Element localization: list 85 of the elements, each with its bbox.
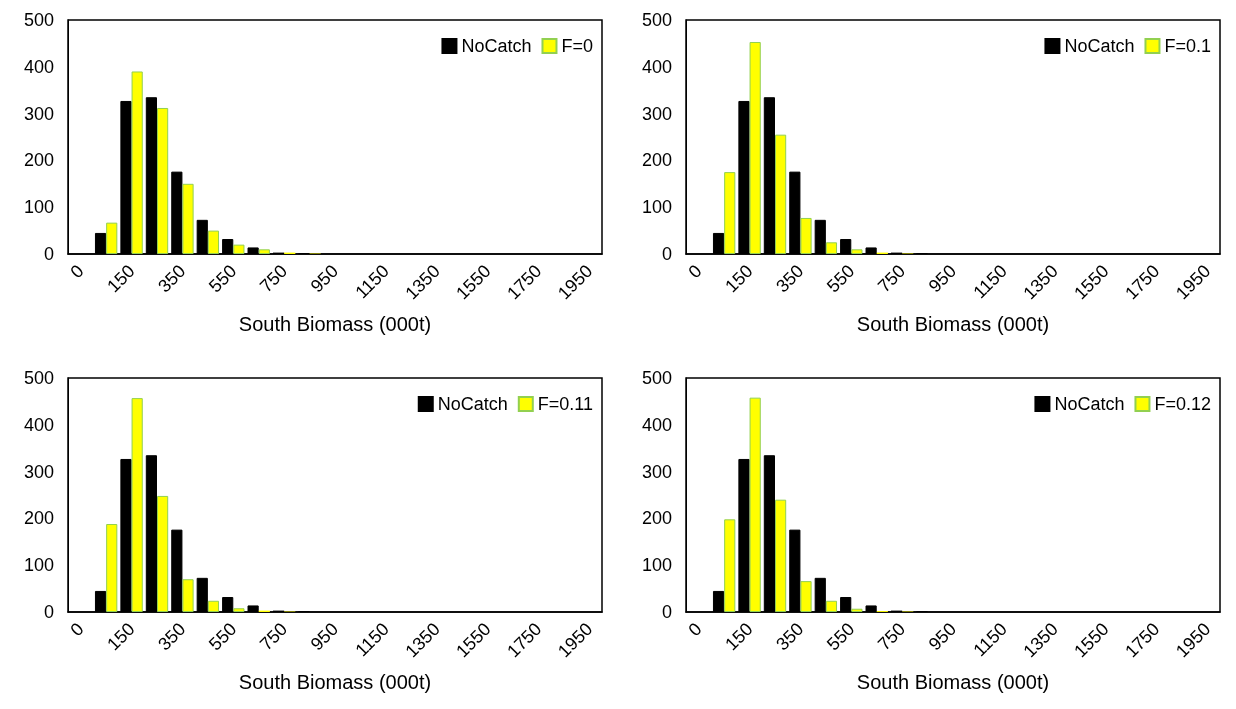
bar xyxy=(157,495,169,612)
y-tick-label: 200 xyxy=(641,508,672,529)
y-tick-label: 500 xyxy=(641,10,672,30)
bar xyxy=(182,579,194,612)
x-tick-label: 350 xyxy=(154,618,190,655)
x-axis-title: South Biomass (000t) xyxy=(238,671,432,693)
x-tick-label: 350 xyxy=(772,618,808,655)
bar xyxy=(131,71,143,254)
y-tick-label: 100 xyxy=(23,197,54,218)
legend-label: NoCatch xyxy=(461,36,532,56)
y-tick-label: 300 xyxy=(23,103,54,124)
x-tick-label: 0 xyxy=(66,618,88,641)
y-tick-label: 500 xyxy=(23,10,54,30)
legend-label: NoCatch xyxy=(1064,36,1135,56)
legend-label: F=0.11 xyxy=(537,394,594,414)
bar xyxy=(800,217,812,254)
y-tick-label: 200 xyxy=(641,150,672,171)
legend-label: F=0 xyxy=(561,36,594,56)
bar xyxy=(749,42,761,254)
bar xyxy=(825,600,838,612)
legend-label: F=0.12 xyxy=(1154,394,1212,414)
x-tick-label: 150 xyxy=(721,618,757,655)
y-tick-label: 200 xyxy=(23,150,54,171)
x-tick-label: 750 xyxy=(255,618,292,655)
x-tick-label: 950 xyxy=(924,618,961,655)
x-tick-label: 750 xyxy=(255,260,292,297)
x-tick-label: 150 xyxy=(103,618,139,655)
x-tick-label: 150 xyxy=(721,260,757,297)
bar xyxy=(825,242,838,254)
x-tick-label: 750 xyxy=(873,618,910,655)
y-tick-label: 100 xyxy=(23,555,54,576)
y-tick-label: 500 xyxy=(641,368,672,388)
bar xyxy=(775,134,787,254)
x-axis-title: South Biomass (000t) xyxy=(238,313,432,335)
x-tick-label: 150 xyxy=(103,260,139,297)
bar xyxy=(106,524,118,612)
bar xyxy=(258,249,270,254)
y-tick-label: 0 xyxy=(43,244,54,264)
bar xyxy=(775,499,787,612)
legend-label: F=0.1 xyxy=(1164,36,1211,56)
x-axis-title: South Biomass (000t) xyxy=(856,671,1050,693)
bar xyxy=(207,230,220,254)
x-tick-label: 550 xyxy=(204,260,241,297)
y-tick-label: 100 xyxy=(641,555,672,576)
bar xyxy=(182,183,194,254)
bar xyxy=(106,222,118,254)
x-tick-label: 350 xyxy=(154,260,190,297)
bar xyxy=(724,172,736,254)
y-tick-label: 300 xyxy=(641,103,672,124)
y-tick-label: 0 xyxy=(661,602,672,622)
y-tick-label: 100 xyxy=(641,197,672,218)
y-tick-label: 300 xyxy=(23,461,54,482)
x-axis-title: South Biomass (000t) xyxy=(856,313,1050,335)
y-tick-label: 400 xyxy=(641,56,672,77)
bar xyxy=(233,608,245,612)
bar xyxy=(207,600,220,612)
x-tick-label: 550 xyxy=(204,618,241,655)
x-tick-label: 350 xyxy=(772,260,808,297)
y-tick-label: 400 xyxy=(23,56,54,77)
x-tick-label: 950 xyxy=(306,260,343,297)
y-tick-label: 0 xyxy=(661,244,672,264)
bar xyxy=(800,581,812,612)
y-tick-label: 400 xyxy=(23,414,54,435)
x-tick-label: 950 xyxy=(306,618,343,655)
y-tick-label: 500 xyxy=(23,368,54,388)
x-tick-label: 550 xyxy=(822,618,859,655)
x-tick-label: 550 xyxy=(822,260,859,297)
x-tick-label: 950 xyxy=(924,260,961,297)
bar xyxy=(233,244,245,254)
legend-label: NoCatch xyxy=(1054,394,1125,414)
y-tick-label: 200 xyxy=(23,508,54,529)
bar xyxy=(851,608,863,612)
bar xyxy=(131,398,143,612)
y-tick-label: 400 xyxy=(641,414,672,435)
legend-label: NoCatch xyxy=(437,394,508,414)
bar xyxy=(724,519,736,612)
bar xyxy=(851,249,863,254)
x-tick-label: 750 xyxy=(873,260,910,297)
x-tick-label: 0 xyxy=(684,618,706,641)
x-tick-label: 0 xyxy=(66,260,88,283)
bar xyxy=(157,107,169,254)
y-tick-label: 300 xyxy=(641,461,672,482)
y-tick-label: 0 xyxy=(43,602,54,622)
x-tick-label: 0 xyxy=(684,260,706,283)
bar xyxy=(749,397,761,612)
